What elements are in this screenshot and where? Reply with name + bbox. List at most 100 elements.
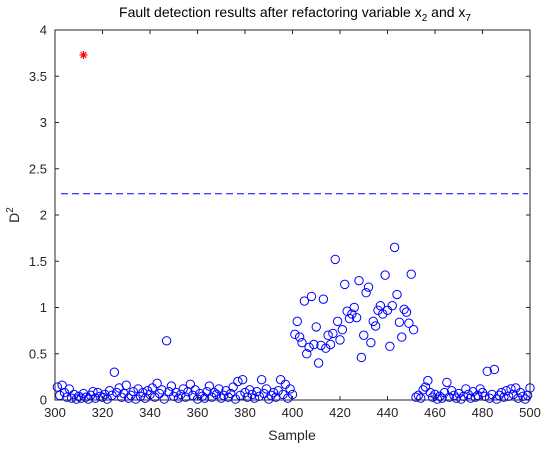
data-point (451, 393, 462, 403)
y-tick-label: 1 (40, 300, 47, 315)
data-point (297, 337, 307, 348)
data-point (76, 393, 86, 403)
data-point (204, 381, 215, 391)
chart-title-main: Fault detection results after refactorin… (119, 4, 422, 20)
data-point (389, 242, 400, 253)
data-point (123, 393, 134, 403)
data-point (406, 269, 416, 279)
data-point (52, 382, 63, 392)
data-point (363, 282, 374, 292)
y-tick-label: 3 (40, 115, 47, 130)
data-point (359, 330, 369, 340)
data-point (482, 366, 492, 377)
y-tick-label: 2 (40, 208, 47, 223)
data-point (330, 254, 340, 265)
data-point (302, 349, 312, 359)
data-point (88, 386, 98, 397)
data-point (404, 318, 414, 328)
data-point (202, 386, 212, 397)
data-point (138, 387, 148, 398)
y-tick-label: 0 (40, 393, 47, 408)
data-point (399, 304, 409, 315)
x-tick-label: 420 (329, 405, 351, 420)
data-point (306, 291, 317, 302)
data-point (489, 364, 500, 375)
x-tick-label: 360 (187, 405, 209, 420)
chart-title-sub2: 7 (465, 13, 471, 24)
data-point (261, 384, 272, 394)
data-point (432, 394, 443, 404)
data-point (337, 325, 348, 335)
data-point (420, 382, 431, 392)
data-point (427, 392, 438, 402)
x-tick-label: 300 (44, 405, 66, 420)
data-point (368, 316, 378, 327)
data-point (294, 332, 305, 342)
data-point (318, 294, 329, 304)
data-point (423, 375, 433, 386)
data-point (425, 387, 435, 398)
data-point (411, 392, 421, 402)
data-point (394, 317, 405, 327)
y-axis-label: D2 (5, 207, 22, 223)
y-axis-label-main: D (6, 213, 22, 223)
data-point (285, 384, 295, 394)
data-point (256, 374, 267, 385)
data-point (309, 339, 319, 350)
data-point (356, 352, 367, 363)
chart-title-sub1: 2 (422, 13, 428, 24)
data-point (408, 325, 419, 335)
y-tick-label: 1.5 (29, 254, 47, 269)
data-point (161, 336, 172, 346)
data-point (233, 376, 243, 387)
data-point (69, 389, 79, 400)
data-point (335, 335, 345, 345)
x-tick-label: 480 (472, 405, 494, 420)
y-axis-label-sup: 2 (5, 207, 16, 213)
data-point (90, 393, 101, 403)
outlier-marker (79, 50, 88, 59)
data-point (199, 393, 210, 403)
chart-title: Fault detection results after refactorin… (119, 4, 471, 24)
data-point (216, 393, 226, 403)
x-tick-label: 440 (377, 405, 399, 420)
x-tick-label: 400 (282, 405, 304, 420)
data-point (470, 392, 481, 402)
x-tick-label: 460 (424, 405, 446, 420)
data-point (387, 300, 397, 311)
data-point (344, 313, 355, 324)
data-point (325, 339, 336, 350)
data-point (237, 374, 248, 385)
data-point (185, 379, 196, 389)
data-point (207, 392, 217, 402)
data-point (299, 296, 310, 306)
data-point (311, 322, 321, 332)
data-point (249, 393, 260, 403)
data-point (380, 270, 390, 280)
data-point (131, 394, 141, 404)
plot-area (55, 30, 530, 400)
data-point (121, 380, 131, 390)
data-point (109, 367, 120, 377)
data-point (226, 388, 236, 399)
data-point (180, 392, 191, 402)
data-point (152, 378, 162, 389)
data-point (157, 385, 167, 395)
data-point (81, 392, 91, 402)
data-point (392, 289, 402, 300)
data-point (499, 392, 509, 402)
data-point (437, 393, 447, 403)
x-tick-label: 320 (92, 405, 114, 420)
data-point (64, 384, 74, 394)
x-tick-label: 500 (519, 405, 541, 420)
data-point (159, 394, 169, 404)
data-point (221, 386, 231, 396)
data-point (397, 332, 407, 342)
data-point (442, 377, 452, 388)
data-point (214, 384, 224, 394)
data-point (171, 387, 181, 398)
data-point (192, 394, 203, 404)
data-point (444, 392, 454, 402)
x-axis-label: Sample (268, 427, 316, 443)
data-point (501, 386, 511, 396)
